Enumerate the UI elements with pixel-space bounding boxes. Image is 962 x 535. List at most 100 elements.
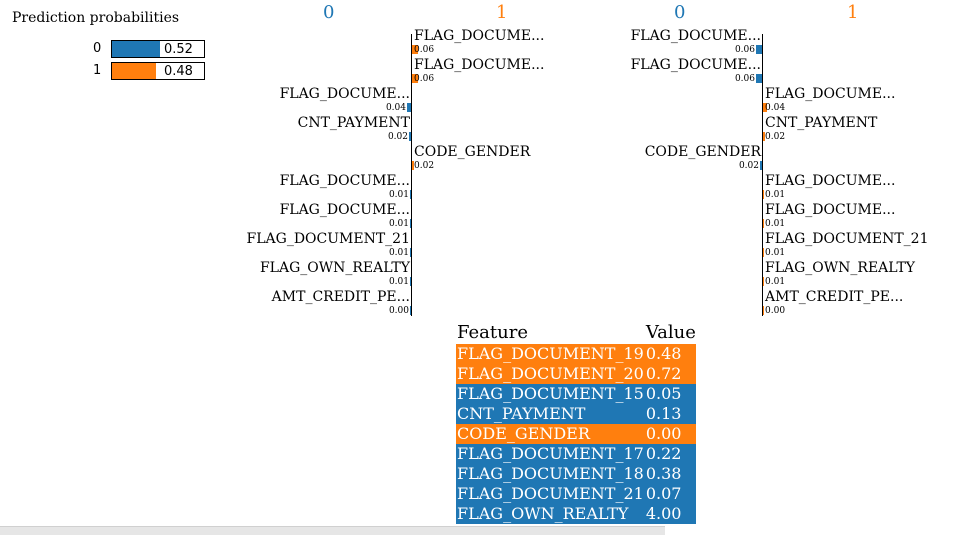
proba-bar-box: 0.48 [111, 62, 205, 80]
chart-axis [762, 34, 763, 316]
feature-label: FLAG_OWN_REALTY [765, 260, 916, 276]
feature-bar [763, 306, 764, 315]
table-cell-value: 0.72 [645, 364, 682, 383]
feature-label: FLAG_DOCUME... [279, 86, 410, 102]
feature-bar-value: 0.01 [765, 277, 786, 287]
explanation-chart-class-0: 0 1 FLAG_DOCUME... 0.06 FLAG_DOCUME... 0.06 FL… [630, 2, 929, 316]
feature-bar [410, 190, 411, 199]
feature-label: FLAG_OWN_REALTY [259, 260, 410, 276]
feature-bar-value: 0.01 [765, 219, 786, 229]
feature-label: FLAG_DOCUME... [765, 202, 896, 218]
feature-bar [763, 190, 764, 199]
table-row: FLAG_DOCUMENT_15 0.05 [456, 384, 696, 404]
table-cell-feature: CODE_GENDER [457, 424, 590, 443]
feature-bar [412, 161, 414, 170]
feature-label: FLAG_DOCUME... [414, 57, 545, 73]
feature-bar-value: 0.06 [414, 74, 435, 84]
table-row: FLAG_OWN_REALTY 4.00 [456, 504, 696, 524]
feature-bar [407, 103, 411, 112]
feature-bar [409, 132, 411, 141]
class-header-1: 1 [496, 2, 508, 23]
class-header-0: 0 [674, 2, 686, 23]
feature-bar [410, 306, 411, 315]
feature-bar-value: 0.06 [414, 45, 435, 55]
proba-bar-box: 0.52 [111, 40, 205, 58]
feature-bar [763, 248, 764, 257]
table-cell-feature: CNT_PAYMENT [457, 404, 586, 423]
chart-axis [411, 34, 412, 316]
table-cell-value: 0.48 [645, 344, 682, 363]
feature-bar-value: 0.04 [765, 103, 786, 113]
feature-label: FLAG_DOCUME... [279, 202, 410, 218]
feature-label: AMT_CREDIT_PE... [765, 289, 904, 305]
table-cell-feature: FLAG_DOCUMENT_20 [457, 364, 644, 383]
feature-bar [763, 103, 767, 112]
feature-bar-value: 0.01 [388, 248, 409, 258]
feature-label: CODE_GENDER [644, 144, 761, 160]
table-cell-value: 0.13 [645, 404, 682, 423]
table-row: FLAG_DOCUMENT_20 0.72 [456, 364, 696, 384]
table-cell-feature: FLAG_DOCUMENT_17 [457, 444, 644, 463]
feature-bar [756, 74, 762, 83]
feature-bar-value: 0.06 [734, 74, 755, 84]
table-cell-value: 0.00 [645, 424, 682, 443]
feature-label: FLAG_DOCUME... [630, 57, 761, 73]
table-cell-feature: FLAG_DOCUMENT_15 [457, 384, 644, 403]
table-row: FLAG_DOCUMENT_21 0.07 [456, 484, 696, 504]
feature-bar [410, 277, 411, 286]
feature-bar-value: 0.02 [738, 161, 759, 171]
proba-value: 0.48 [164, 64, 193, 79]
feature-bar [412, 45, 418, 54]
feature-label: FLAG_DOCUME... [630, 28, 761, 44]
feature-label: FLAG_DOCUME... [279, 173, 410, 189]
proba-row-1: 1 0.48 [0, 62, 210, 80]
feature-label: FLAG_DOCUMENT_21 [765, 231, 929, 247]
feature-bar-value: 0.01 [388, 190, 409, 200]
feature-bar-value: 0.01 [388, 277, 409, 287]
table-cell-feature: FLAG_DOCUMENT_21 [457, 484, 644, 503]
class-header-1: 1 [847, 2, 859, 23]
table-cell-feature: FLAG_OWN_REALTY [457, 504, 629, 523]
feature-bar-value: 0.02 [387, 132, 408, 142]
feature-bar [763, 277, 764, 286]
proba-bar-fill [112, 41, 160, 57]
table-row: CNT_PAYMENT 0.13 [456, 404, 696, 424]
feature-bar [410, 219, 411, 228]
class-header-0: 0 [323, 2, 335, 23]
feature-bar-value: 0.01 [388, 219, 409, 229]
table-cell-feature: FLAG_DOCUMENT_19 [457, 344, 644, 363]
table-row: FLAG_DOCUMENT_17 0.22 [456, 444, 696, 464]
feature-label: CNT_PAYMENT [765, 115, 878, 131]
table-cell-value: 0.38 [645, 464, 682, 483]
feature-bar-value: 0.01 [765, 248, 786, 258]
explanation-chart-class-1: 0 1 FLAG_DOCUME... 0.06 FLAG_DOCUME... 0.06 FL… [246, 2, 545, 316]
proba-class-label: 0 [93, 41, 102, 56]
table-row: CODE_GENDER 0.00 [456, 424, 696, 444]
feature-label: FLAG_DOCUMENT_21 [246, 231, 410, 247]
feature-value-table: Feature Value FLAG_DOCUMENT_19 0.48 FLAG_D… [456, 321, 696, 524]
table-row: FLAG_DOCUMENT_19 0.48 [456, 344, 696, 364]
feature-bar [763, 219, 764, 228]
table-header-value: Value [645, 321, 696, 343]
feature-label: FLAG_DOCUME... [765, 86, 896, 102]
feature-bar [410, 248, 411, 257]
feature-bar [412, 74, 418, 83]
feature-bar-value: 0.04 [385, 103, 406, 113]
feature-label: FLAG_DOCUME... [765, 173, 896, 189]
feature-bar-value: 0.00 [765, 306, 786, 316]
feature-bar-value: 0.02 [414, 161, 435, 171]
feature-label: FLAG_DOCUME... [414, 28, 545, 44]
proba-class-label: 1 [93, 63, 102, 78]
feature-bar [760, 161, 762, 170]
proba-row-0: 0 0.52 [0, 40, 210, 58]
horizontal-scrollbar[interactable] [0, 526, 665, 535]
table-cell-value: 0.05 [645, 384, 682, 403]
feature-label: CNT_PAYMENT [297, 115, 410, 131]
table-header-feature: Feature [457, 321, 528, 343]
proba-value: 0.52 [164, 42, 193, 57]
feature-label: AMT_CREDIT_PE... [271, 289, 410, 305]
feature-bar-value: 0.06 [734, 45, 755, 55]
feature-label: CODE_GENDER [414, 144, 531, 160]
table-cell-value: 0.07 [645, 484, 682, 503]
table-cell-feature: FLAG_DOCUMENT_18 [457, 464, 644, 483]
